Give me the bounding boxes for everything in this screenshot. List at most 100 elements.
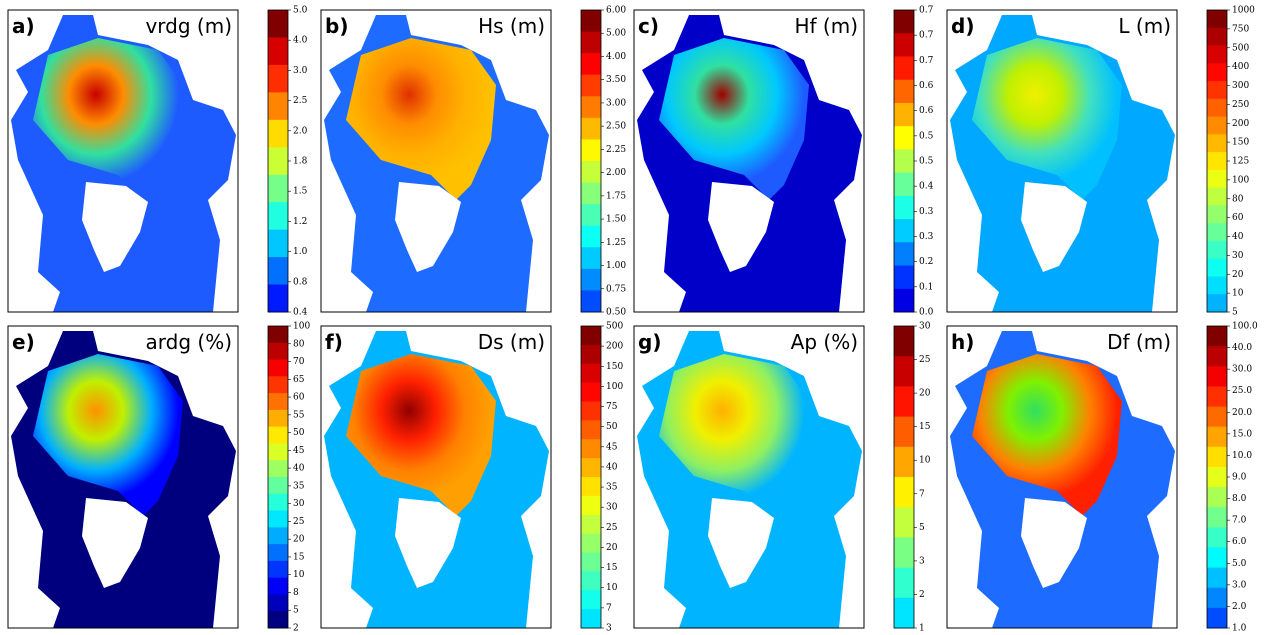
colorbar-band — [581, 161, 601, 184]
colorbar-label: 40 — [606, 462, 618, 472]
colorbar-label: 5.0 — [293, 6, 308, 16]
map-frame — [320, 9, 552, 313]
colorbar-label: 60 — [293, 393, 305, 403]
panel: e) ardg (%)100807065605550454035302520151… — [7, 322, 310, 634]
colorbar-label: 150 — [1232, 138, 1249, 148]
colorbar-band — [581, 10, 601, 33]
colorbar-band — [894, 386, 914, 418]
panel-letter: e) — [12, 330, 35, 354]
colorbar-band — [581, 31, 601, 54]
colorbar-label: 25 — [606, 523, 618, 533]
panel-title: Hs (m) — [478, 14, 545, 38]
colorbar-label: 15 — [919, 422, 931, 432]
colorbar-band — [268, 147, 288, 176]
colorbar-label: 0.0 — [919, 308, 934, 318]
colorbar-band — [894, 172, 914, 197]
colorbar-label: 25.0 — [1232, 386, 1252, 396]
colorbar-band — [1207, 294, 1227, 313]
colorbar-label: 5 — [293, 606, 299, 616]
colorbar-band — [894, 567, 914, 599]
colorbar-label: 500 — [1232, 43, 1249, 53]
colorbar-band — [894, 195, 914, 220]
colorbar-label: 10 — [1232, 289, 1244, 299]
colorbar-label: 0.7 — [919, 31, 934, 41]
colorbar-band — [268, 460, 288, 478]
colorbar-band — [1207, 547, 1227, 569]
colorbar-band — [894, 265, 914, 290]
colorbar-label: 3.50 — [606, 75, 626, 85]
ice-field — [346, 354, 496, 516]
colorbar-band — [1207, 205, 1227, 224]
colorbar-label: 2.25 — [606, 145, 626, 155]
colorbar-band — [268, 359, 288, 377]
colorbar-label: 0.1 — [919, 282, 933, 292]
colorbar-band — [268, 202, 288, 231]
colorbar-label: 20 — [919, 389, 931, 399]
colorbar-band — [581, 290, 601, 313]
map-frame — [633, 9, 865, 313]
colorbar-band — [894, 33, 914, 57]
land — [708, 498, 774, 588]
colorbar-label: 200 — [1232, 119, 1249, 129]
colorbar-label: 20 — [1232, 270, 1244, 280]
colorbar-label: 500 — [606, 322, 623, 332]
colorbar-band — [268, 493, 288, 512]
colorbar-band — [268, 64, 288, 93]
colorbar-label: 5 — [919, 523, 925, 533]
colorbar-band — [268, 560, 288, 579]
colorbar-band — [581, 268, 601, 291]
colorbar-label: 5.00 — [606, 29, 626, 39]
colorbar-label: 40 — [293, 464, 305, 474]
colorbar-band — [1207, 366, 1227, 387]
colorbar-band — [1207, 326, 1227, 347]
colorbar-band — [894, 416, 914, 448]
colorbar-label: 30 — [919, 322, 931, 332]
colorbar-band — [1207, 223, 1227, 242]
colorbar-band — [581, 96, 601, 119]
colorbar-label: 65 — [293, 375, 305, 385]
colorbar-band — [581, 590, 601, 610]
colorbar-band — [894, 242, 914, 267]
colorbar-label: 0.3 — [919, 207, 934, 217]
colorbar-label: 0.7 — [919, 56, 934, 66]
colorbar-band — [1207, 45, 1227, 64]
colorbar-label: 25 — [293, 517, 305, 527]
colorbar-band — [581, 182, 601, 205]
panel-title: Ap (%) — [791, 330, 858, 354]
colorbar-frame — [267, 325, 289, 629]
colorbar-label: 750 — [1232, 24, 1249, 34]
ice-field — [972, 38, 1122, 200]
panel-letter: a) — [12, 14, 35, 38]
colorbar-label: 100 — [293, 322, 310, 332]
colorbar-band — [268, 477, 288, 495]
colorbar-label: 30 — [1232, 251, 1244, 261]
colorbar-frame — [893, 325, 915, 629]
colorbar-label: 1.0 — [293, 247, 308, 257]
colorbar-label: 1.2 — [293, 217, 307, 227]
colorbar-band — [581, 225, 601, 248]
colorbar-label: 20 — [293, 535, 305, 545]
panel-letter: f) — [325, 330, 343, 354]
colorbar-band — [1207, 346, 1227, 367]
panel-letter: g) — [638, 330, 661, 354]
colorbar-band — [1207, 10, 1227, 29]
colorbar-band — [1207, 527, 1227, 548]
colorbar-band — [1207, 27, 1227, 47]
colorbar-band — [1207, 507, 1227, 528]
colorbar-band — [894, 288, 914, 313]
colorbar-band — [894, 10, 914, 34]
colorbar-label: 55 — [293, 410, 305, 420]
colorbar-label: 7 — [606, 603, 612, 613]
colorbar-band — [1207, 446, 1227, 468]
colorbar-band — [581, 514, 601, 535]
colorbar-band — [268, 409, 288, 428]
colorbar-label: 8.0 — [1232, 494, 1247, 504]
panel: a) vrdg (m) 5.0 4.0 3.0 2.5 2.0 1.8 1.5 1.2 1.0 0.8… — [7, 6, 308, 318]
map-frame — [7, 9, 239, 313]
colorbar-label: 1.8 — [293, 157, 308, 167]
colorbar-band — [268, 119, 288, 148]
colorbar-label: 80 — [293, 339, 305, 349]
colorbar-label: 300 — [1232, 81, 1249, 91]
panel-title: vrdg (m) — [145, 14, 232, 38]
